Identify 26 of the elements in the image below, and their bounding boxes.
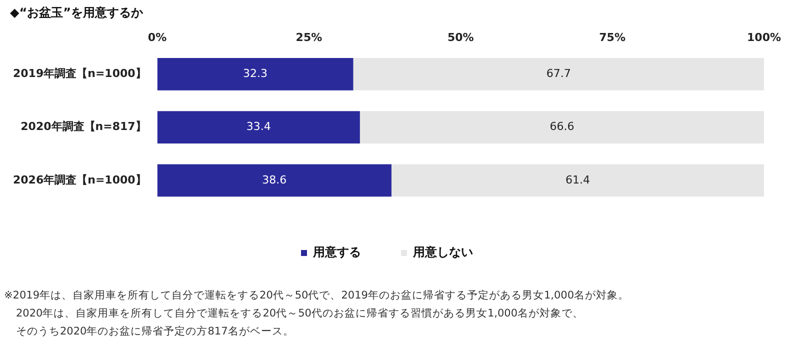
data-label: 66.6 [550, 120, 574, 134]
legend-label: 用意しない [412, 245, 473, 260]
text: そのうち2020年のお盆に帰省予定の方817名がベース。 [16, 324, 294, 338]
y-tick-label: 2019年調査【n=1000】 [12, 67, 146, 80]
x-tick-label: 0% [148, 30, 167, 44]
data-label: 67.7 [546, 67, 571, 80]
bar [157, 111, 360, 144]
y-tick-label: 2020年調査【n=817】 [20, 120, 146, 134]
bar [391, 164, 764, 197]
x-tick-label: 25% [296, 30, 322, 44]
chart-title: ◆“お盆玉”を用意するか [10, 5, 144, 20]
legend-label: 用意する [312, 245, 361, 260]
data-label: 38.6 [262, 173, 287, 186]
x-tick-label: 50% [447, 30, 474, 44]
bar [157, 58, 354, 90]
bar [360, 111, 764, 144]
text: ※2019年は、自家用車を所有して自分で運転をする20代～50代で、2019年のお盆に帰省する予定がある男女1,000名が対象。 [4, 288, 630, 302]
bar [157, 164, 392, 197]
data-label: 32.3 [243, 67, 268, 80]
x-tick-label: 100% [747, 30, 781, 44]
bar [353, 58, 764, 90]
data-label: 61.4 [565, 173, 590, 186]
text: 2020年は、自家用車を所有して自分で運転をする20代～50代のお盆に帰省する習慣がある男女1,000名が対象で、 [16, 306, 584, 320]
y-tick-label: 2026年調査【n=1000】 [12, 173, 146, 186]
x-tick-label: 75% [599, 30, 626, 44]
data-label: 33.4 [246, 120, 271, 134]
